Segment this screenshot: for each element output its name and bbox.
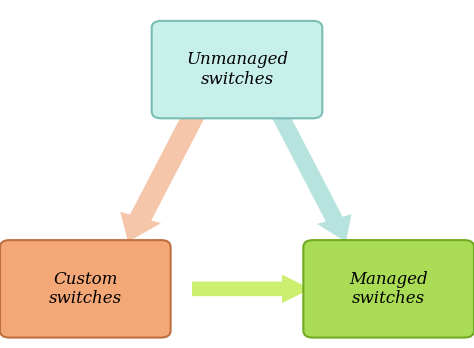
Polygon shape [269, 107, 351, 242]
Text: Unmanaged
switches: Unmanaged switches [186, 51, 288, 88]
FancyBboxPatch shape [303, 240, 474, 338]
Polygon shape [164, 275, 310, 303]
FancyBboxPatch shape [0, 240, 171, 338]
Polygon shape [120, 106, 207, 242]
FancyBboxPatch shape [152, 21, 322, 118]
Text: Managed
switches: Managed switches [349, 270, 428, 307]
Text: Custom
switches: Custom switches [49, 270, 122, 307]
